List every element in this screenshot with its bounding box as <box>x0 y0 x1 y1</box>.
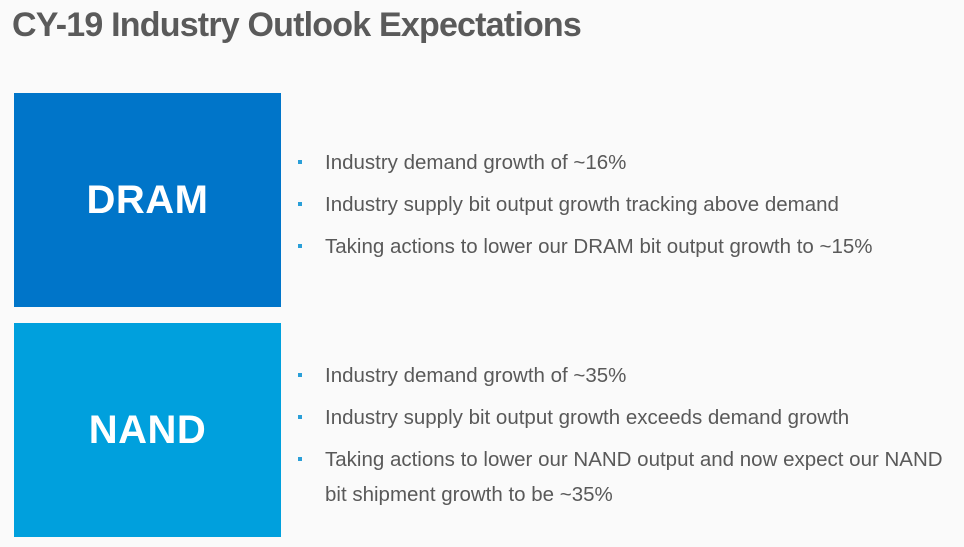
nand-tile-label: NAND <box>88 407 207 452</box>
dram-tile-label: DRAM <box>86 177 209 222</box>
dram-bullet-item: Industry supply bit output growth tracki… <box>298 187 948 222</box>
nand-tile: NAND <box>14 323 281 537</box>
nand-bullet-text: Industry supply bit output growth exceed… <box>325 406 850 429</box>
nand-bullet-item: Taking actions to lower our NAND output … <box>298 442 948 512</box>
bullet-marker-icon <box>298 202 302 206</box>
dram-bullet-text: Taking actions to lower our DRAM bit out… <box>325 235 873 258</box>
dram-section: DRAM Industry demand growth of ~16% Indu… <box>14 93 949 307</box>
bullet-marker-icon <box>298 244 302 248</box>
bullet-marker-icon <box>298 160 302 164</box>
bullet-marker-icon <box>298 457 302 461</box>
nand-bullet-text: Taking actions to lower our NAND output … <box>325 448 943 506</box>
bullet-marker-icon <box>298 373 302 377</box>
dram-bullet-list: Industry demand growth of ~16% Industry … <box>298 145 948 271</box>
bullet-marker-icon <box>298 415 302 419</box>
dram-tile: DRAM <box>14 93 281 307</box>
nand-bullet-list: Industry demand growth of ~35% Industry … <box>298 358 948 519</box>
nand-bullet-text: Industry demand growth of ~35% <box>325 364 627 387</box>
dram-bullet-item: Industry demand growth of ~16% <box>298 145 948 180</box>
dram-bullet-text: Industry demand growth of ~16% <box>325 151 627 174</box>
dram-bullet-item: Taking actions to lower our DRAM bit out… <box>298 229 948 264</box>
nand-section: NAND Industry demand growth of ~35% Indu… <box>14 323 949 537</box>
dram-bullet-text: Industry supply bit output growth tracki… <box>325 193 839 216</box>
nand-bullet-item: Industry supply bit output growth exceed… <box>298 400 948 435</box>
page-title: CY-19 Industry Outlook Expectations <box>12 6 582 44</box>
nand-bullet-item: Industry demand growth of ~35% <box>298 358 948 393</box>
